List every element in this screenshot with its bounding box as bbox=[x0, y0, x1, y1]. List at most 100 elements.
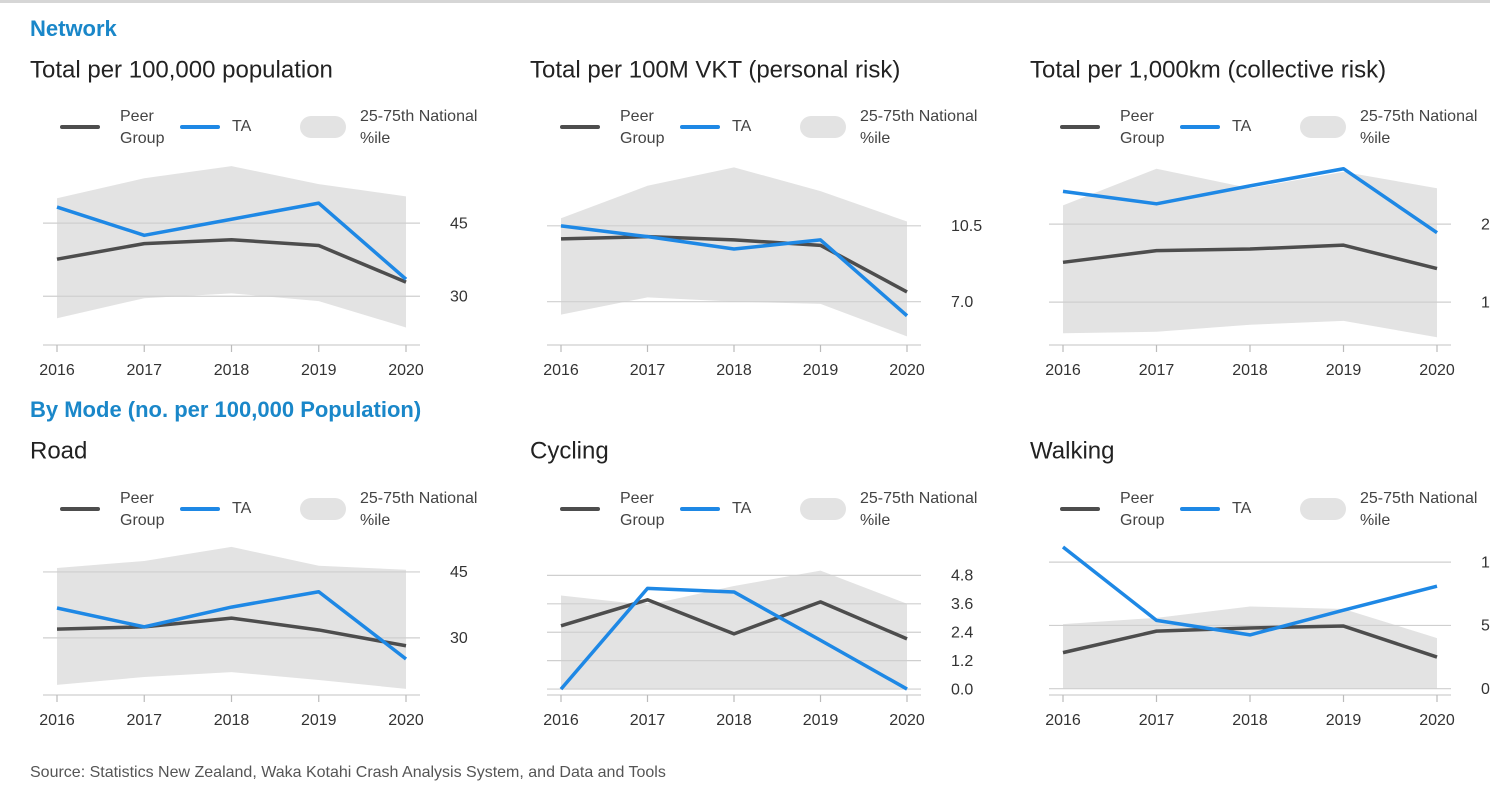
legend-swatch bbox=[1180, 507, 1220, 511]
x-tick-label: 2016 bbox=[39, 712, 75, 729]
section-heading: By Mode (no. per 100,000 Population) bbox=[30, 397, 421, 422]
x-tick-label: 2017 bbox=[126, 362, 162, 379]
series-line bbox=[560, 598, 908, 641]
y-tick-label: 1.2 bbox=[951, 653, 973, 670]
legend-swatch bbox=[300, 498, 346, 520]
chart-title: Walking bbox=[1030, 437, 1114, 464]
x-tick-label: 2019 bbox=[301, 362, 337, 379]
legend-label: Peer Group bbox=[1120, 490, 1165, 529]
series-line bbox=[56, 201, 408, 281]
percentile-band bbox=[1063, 606, 1437, 689]
legend-swatch bbox=[1060, 125, 1100, 129]
legend: Peer Group TA 25-75th National %ile bbox=[60, 106, 500, 150]
y-tick-label: 4.8 bbox=[951, 568, 973, 585]
legend-swatch bbox=[1300, 116, 1346, 138]
x-tick-label: 2016 bbox=[543, 712, 579, 729]
legend-label: 25-75th National %ile bbox=[860, 108, 978, 147]
section-heading: Network bbox=[30, 16, 118, 41]
y-tick-label: 45 bbox=[450, 215, 468, 232]
chart-title: Total per 1,000km (collective risk) bbox=[1030, 56, 1386, 83]
x-tick-label: 2020 bbox=[388, 712, 424, 729]
x-tick-label: 2017 bbox=[126, 712, 162, 729]
legend-swatch bbox=[1180, 125, 1220, 129]
y-tick-label: 3.6 bbox=[951, 596, 973, 613]
y-tick-label: 20 bbox=[1481, 216, 1490, 233]
legend-swatch bbox=[1060, 507, 1100, 511]
x-tick-label: 2019 bbox=[1326, 362, 1362, 379]
x-tick-label: 2020 bbox=[889, 362, 925, 379]
series-line bbox=[559, 586, 908, 691]
y-tick-label: 2.4 bbox=[951, 624, 973, 641]
y-tick-label: 45 bbox=[450, 564, 468, 581]
legend-swatch bbox=[680, 507, 720, 511]
x-tick-label: 2020 bbox=[889, 712, 925, 729]
y-tick-label: 30 bbox=[450, 630, 468, 647]
series-line bbox=[1062, 166, 1438, 235]
legend-label: TA bbox=[232, 500, 252, 517]
percentile-band bbox=[57, 166, 406, 328]
chart: Total per 100M VKT (personal risk) 7.0 10.… bbox=[530, 56, 982, 379]
legend-label: Peer Group bbox=[120, 108, 165, 147]
legend-label: TA bbox=[232, 118, 252, 135]
legend-label: 25-75th National %ile bbox=[860, 490, 978, 529]
x-tick-label: 2016 bbox=[1045, 362, 1081, 379]
series-line bbox=[56, 616, 407, 648]
legend-label: TA bbox=[1232, 500, 1252, 517]
x-tick-label: 2018 bbox=[214, 712, 250, 729]
legend-label: 25-75th National %ile bbox=[1360, 490, 1478, 529]
legend-swatch bbox=[300, 116, 346, 138]
y-tick-label: 7.0 bbox=[951, 294, 973, 311]
percentile-band bbox=[1063, 168, 1437, 338]
x-tick-label: 2017 bbox=[630, 712, 666, 729]
chart-title: Total per 100,000 population bbox=[30, 56, 333, 83]
legend-swatch bbox=[60, 125, 100, 129]
legend-label: Peer Group bbox=[620, 108, 665, 147]
legend-swatch bbox=[60, 507, 100, 511]
chart-title: Cycling bbox=[530, 437, 609, 464]
legend-swatch bbox=[560, 125, 600, 129]
legend-swatch bbox=[1300, 498, 1346, 520]
legend-label: Peer Group bbox=[1120, 108, 1165, 147]
x-tick-label: 2018 bbox=[716, 712, 752, 729]
x-tick-label: 2019 bbox=[803, 362, 839, 379]
y-tick-label: 5 bbox=[1481, 618, 1490, 635]
x-tick-label: 2020 bbox=[1419, 712, 1455, 729]
chart: Walking 0 5 10 2016 2017 2018 2019 2020 bbox=[1030, 437, 1490, 729]
chart-title: Total per 100M VKT (personal risk) bbox=[530, 56, 900, 83]
chart: Total per 1,000km (collective risk)10202… bbox=[1030, 56, 1490, 379]
legend: Peer Group TA 25-75th National %ile bbox=[60, 488, 500, 532]
x-tick-label: 2016 bbox=[39, 362, 75, 379]
x-tick-label: 2017 bbox=[1139, 362, 1175, 379]
legend-swatch bbox=[680, 125, 720, 129]
legend-label: 25-75th National %ile bbox=[1360, 108, 1478, 147]
x-tick-label: 2018 bbox=[1232, 362, 1268, 379]
x-tick-label: 2016 bbox=[1045, 712, 1081, 729]
x-tick-label: 2019 bbox=[1326, 712, 1362, 729]
x-tick-label: 2016 bbox=[543, 362, 579, 379]
x-tick-label: 2018 bbox=[716, 362, 752, 379]
series-line bbox=[1062, 243, 1438, 271]
legend-label: 25-75th National %ile bbox=[360, 108, 478, 147]
legend-swatch bbox=[180, 507, 220, 511]
series-line bbox=[1062, 624, 1438, 659]
x-tick-label: 2018 bbox=[214, 362, 250, 379]
y-tick-label: 30 bbox=[450, 288, 468, 305]
source-note: Source: Statistics New Zealand, Waka Kot… bbox=[30, 764, 666, 781]
legend: Peer Group TA 25-75th National %ile bbox=[560, 106, 1000, 150]
y-tick-label: 0 bbox=[1481, 681, 1490, 698]
chart-title: Road bbox=[30, 437, 87, 464]
y-tick-label: 10 bbox=[1481, 554, 1490, 571]
legend: Peer Group TA 25-75th National %ile bbox=[1060, 106, 1490, 150]
x-tick-label: 2018 bbox=[1232, 712, 1268, 729]
series-line bbox=[1061, 545, 1438, 637]
series-line bbox=[56, 589, 408, 661]
x-tick-label: 2019 bbox=[803, 712, 839, 729]
chart: Cycling 0.0 1.2 2.4 3.6 4.8 2016 2017 2018 2019 20… bbox=[530, 437, 973, 729]
x-tick-label: 2020 bbox=[388, 362, 424, 379]
y-tick-label: 10.5 bbox=[951, 218, 982, 235]
legend-label: Peer Group bbox=[120, 490, 165, 529]
y-tick-label: 0.0 bbox=[951, 681, 973, 698]
legend-swatch bbox=[180, 125, 220, 129]
